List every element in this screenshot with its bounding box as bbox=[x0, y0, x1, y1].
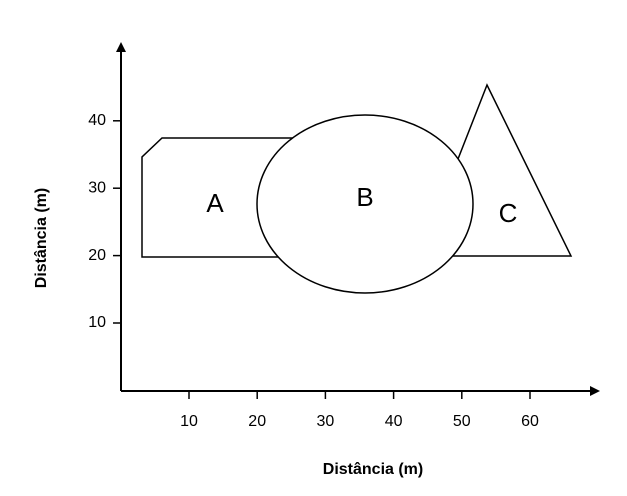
y-tick-label: 40 bbox=[88, 112, 106, 129]
y-tick-label: 20 bbox=[88, 247, 106, 264]
x-tick-label: 40 bbox=[385, 413, 403, 430]
shape-label: B bbox=[356, 182, 373, 212]
shape-label: A bbox=[206, 188, 224, 218]
shape-label: C bbox=[499, 198, 518, 228]
shape-b bbox=[256, 114, 474, 294]
x-axis-title: Distância (m) bbox=[323, 461, 423, 478]
y-tick-label: 10 bbox=[88, 314, 106, 331]
y-axis-title: Distância (m) bbox=[33, 188, 50, 288]
y-tick-label: 30 bbox=[88, 179, 106, 196]
x-tick-label: 20 bbox=[248, 413, 266, 430]
x-tick-label: 30 bbox=[317, 413, 335, 430]
x-tick-label: 50 bbox=[453, 413, 471, 430]
x-tick-label: 10 bbox=[180, 413, 198, 430]
x-tick-label: 60 bbox=[521, 413, 539, 430]
